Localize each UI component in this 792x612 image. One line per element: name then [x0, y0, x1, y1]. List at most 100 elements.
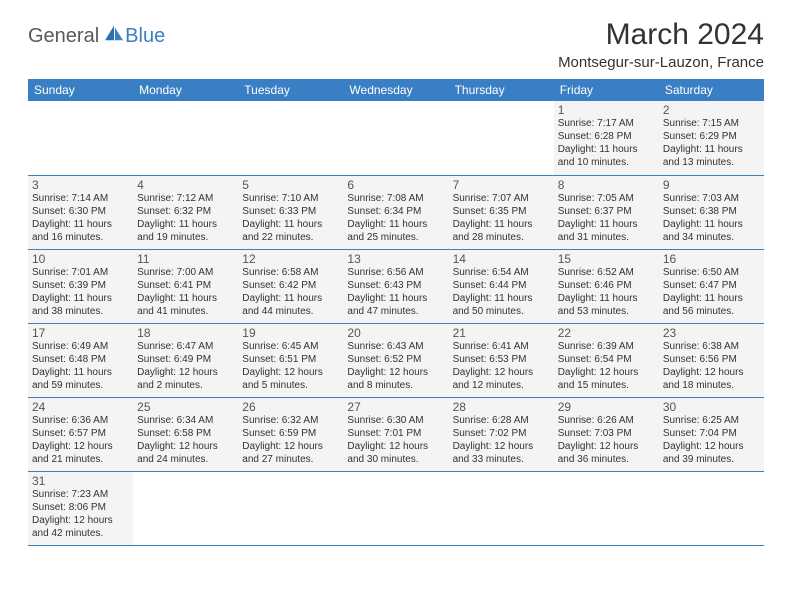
- sunset-text: Sunset: 6:53 PM: [453, 353, 550, 366]
- sunset-text: Sunset: 6:34 PM: [347, 205, 444, 218]
- day-info: Sunrise: 7:12 AMSunset: 6:32 PMDaylight:…: [137, 192, 234, 244]
- day-number: 11: [137, 252, 234, 266]
- sunrise-text: Sunrise: 7:23 AM: [32, 488, 129, 501]
- daylight-text: Daylight: 11 hours and 53 minutes.: [558, 292, 655, 318]
- day-number: 27: [347, 400, 444, 414]
- sunset-text: Sunset: 6:59 PM: [242, 427, 339, 440]
- sunrise-text: Sunrise: 6:25 AM: [663, 414, 760, 427]
- calendar-body: 1Sunrise: 7:17 AMSunset: 6:28 PMDaylight…: [28, 101, 764, 545]
- day-number: 9: [663, 178, 760, 192]
- daylight-text: Daylight: 12 hours and 2 minutes.: [137, 366, 234, 392]
- sunset-text: Sunset: 6:56 PM: [663, 353, 760, 366]
- day-number: 18: [137, 326, 234, 340]
- daylight-text: Daylight: 11 hours and 47 minutes.: [347, 292, 444, 318]
- sunrise-text: Sunrise: 6:58 AM: [242, 266, 339, 279]
- day-info: Sunrise: 6:58 AMSunset: 6:42 PMDaylight:…: [242, 266, 339, 318]
- daylight-text: Daylight: 11 hours and 31 minutes.: [558, 218, 655, 244]
- day-info: Sunrise: 6:28 AMSunset: 7:02 PMDaylight:…: [453, 414, 550, 466]
- day-header: Thursday: [449, 79, 554, 101]
- sunrise-text: Sunrise: 6:50 AM: [663, 266, 760, 279]
- daylight-text: Daylight: 12 hours and 5 minutes.: [242, 366, 339, 392]
- sunrise-text: Sunrise: 6:34 AM: [137, 414, 234, 427]
- daylight-text: Daylight: 11 hours and 59 minutes.: [32, 366, 129, 392]
- day-cell: 7Sunrise: 7:07 AMSunset: 6:35 PMDaylight…: [449, 175, 554, 249]
- sunset-text: Sunset: 6:41 PM: [137, 279, 234, 292]
- sunrise-text: Sunrise: 6:45 AM: [242, 340, 339, 353]
- sunrise-text: Sunrise: 6:52 AM: [558, 266, 655, 279]
- sunset-text: Sunset: 6:57 PM: [32, 427, 129, 440]
- sunrise-text: Sunrise: 6:30 AM: [347, 414, 444, 427]
- daylight-text: Daylight: 11 hours and 41 minutes.: [137, 292, 234, 318]
- sunset-text: Sunset: 7:01 PM: [347, 427, 444, 440]
- day-cell: 8Sunrise: 7:05 AMSunset: 6:37 PMDaylight…: [554, 175, 659, 249]
- day-cell: 16Sunrise: 6:50 AMSunset: 6:47 PMDayligh…: [659, 249, 764, 323]
- day-info: Sunrise: 6:32 AMSunset: 6:59 PMDaylight:…: [242, 414, 339, 466]
- logo: General Blue: [28, 24, 165, 48]
- header: General Blue March 2024 Montsegur-sur-La…: [28, 18, 764, 71]
- day-header: Saturday: [659, 79, 764, 101]
- daylight-text: Daylight: 11 hours and 34 minutes.: [663, 218, 760, 244]
- day-cell: 24Sunrise: 6:36 AMSunset: 6:57 PMDayligh…: [28, 397, 133, 471]
- sunrise-text: Sunrise: 6:41 AM: [453, 340, 550, 353]
- empty-cell: [659, 471, 764, 545]
- day-info: Sunrise: 7:07 AMSunset: 6:35 PMDaylight:…: [453, 192, 550, 244]
- sunset-text: Sunset: 6:28 PM: [558, 130, 655, 143]
- day-number: 24: [32, 400, 129, 414]
- day-info: Sunrise: 7:15 AMSunset: 6:29 PMDaylight:…: [663, 117, 760, 169]
- calendar-page: General Blue March 2024 Montsegur-sur-La…: [0, 0, 792, 556]
- sunset-text: Sunset: 6:51 PM: [242, 353, 339, 366]
- daylight-text: Daylight: 11 hours and 50 minutes.: [453, 292, 550, 318]
- sunset-text: Sunset: 6:37 PM: [558, 205, 655, 218]
- day-info: Sunrise: 6:36 AMSunset: 6:57 PMDaylight:…: [32, 414, 129, 466]
- empty-cell: [343, 471, 448, 545]
- sunset-text: Sunset: 8:06 PM: [32, 501, 129, 514]
- day-number: 19: [242, 326, 339, 340]
- day-info: Sunrise: 6:34 AMSunset: 6:58 PMDaylight:…: [137, 414, 234, 466]
- daylight-text: Daylight: 12 hours and 18 minutes.: [663, 366, 760, 392]
- day-info: Sunrise: 7:01 AMSunset: 6:39 PMDaylight:…: [32, 266, 129, 318]
- day-info: Sunrise: 7:17 AMSunset: 6:28 PMDaylight:…: [558, 117, 655, 169]
- sunrise-text: Sunrise: 6:38 AM: [663, 340, 760, 353]
- daylight-text: Daylight: 11 hours and 28 minutes.: [453, 218, 550, 244]
- day-info: Sunrise: 6:50 AMSunset: 6:47 PMDaylight:…: [663, 266, 760, 318]
- sail-icon: [103, 24, 125, 42]
- day-cell: 23Sunrise: 6:38 AMSunset: 6:56 PMDayligh…: [659, 323, 764, 397]
- day-cell: 15Sunrise: 6:52 AMSunset: 6:46 PMDayligh…: [554, 249, 659, 323]
- sunset-text: Sunset: 6:54 PM: [558, 353, 655, 366]
- day-info: Sunrise: 7:05 AMSunset: 6:37 PMDaylight:…: [558, 192, 655, 244]
- daylight-text: Daylight: 11 hours and 38 minutes.: [32, 292, 129, 318]
- daylight-text: Daylight: 12 hours and 30 minutes.: [347, 440, 444, 466]
- logo-text-blue: Blue: [125, 25, 165, 48]
- sunrise-text: Sunrise: 7:01 AM: [32, 266, 129, 279]
- empty-cell: [449, 101, 554, 175]
- day-number: 14: [453, 252, 550, 266]
- day-cell: 13Sunrise: 6:56 AMSunset: 6:43 PMDayligh…: [343, 249, 448, 323]
- sunset-text: Sunset: 6:52 PM: [347, 353, 444, 366]
- sunrise-text: Sunrise: 6:54 AM: [453, 266, 550, 279]
- day-number: 20: [347, 326, 444, 340]
- day-cell: 22Sunrise: 6:39 AMSunset: 6:54 PMDayligh…: [554, 323, 659, 397]
- day-cell: 4Sunrise: 7:12 AMSunset: 6:32 PMDaylight…: [133, 175, 238, 249]
- day-info: Sunrise: 6:45 AMSunset: 6:51 PMDaylight:…: [242, 340, 339, 392]
- day-info: Sunrise: 6:39 AMSunset: 6:54 PMDaylight:…: [558, 340, 655, 392]
- sunset-text: Sunset: 6:43 PM: [347, 279, 444, 292]
- day-cell: 6Sunrise: 7:08 AMSunset: 6:34 PMDaylight…: [343, 175, 448, 249]
- day-number: 17: [32, 326, 129, 340]
- day-cell: 14Sunrise: 6:54 AMSunset: 6:44 PMDayligh…: [449, 249, 554, 323]
- sunrise-text: Sunrise: 7:14 AM: [32, 192, 129, 205]
- empty-cell: [133, 101, 238, 175]
- day-info: Sunrise: 6:38 AMSunset: 6:56 PMDaylight:…: [663, 340, 760, 392]
- day-cell: 2Sunrise: 7:15 AMSunset: 6:29 PMDaylight…: [659, 101, 764, 175]
- day-number: 3: [32, 178, 129, 192]
- sunrise-text: Sunrise: 7:05 AM: [558, 192, 655, 205]
- month-title: March 2024: [558, 18, 764, 52]
- sunset-text: Sunset: 6:49 PM: [137, 353, 234, 366]
- daylight-text: Daylight: 11 hours and 13 minutes.: [663, 143, 760, 169]
- day-cell: 26Sunrise: 6:32 AMSunset: 6:59 PMDayligh…: [238, 397, 343, 471]
- day-info: Sunrise: 6:56 AMSunset: 6:43 PMDaylight:…: [347, 266, 444, 318]
- day-cell: 11Sunrise: 7:00 AMSunset: 6:41 PMDayligh…: [133, 249, 238, 323]
- daylight-text: Daylight: 12 hours and 42 minutes.: [32, 514, 129, 540]
- day-cell: 1Sunrise: 7:17 AMSunset: 6:28 PMDaylight…: [554, 101, 659, 175]
- day-number: 2: [663, 103, 760, 117]
- day-info: Sunrise: 7:23 AMSunset: 8:06 PMDaylight:…: [32, 488, 129, 540]
